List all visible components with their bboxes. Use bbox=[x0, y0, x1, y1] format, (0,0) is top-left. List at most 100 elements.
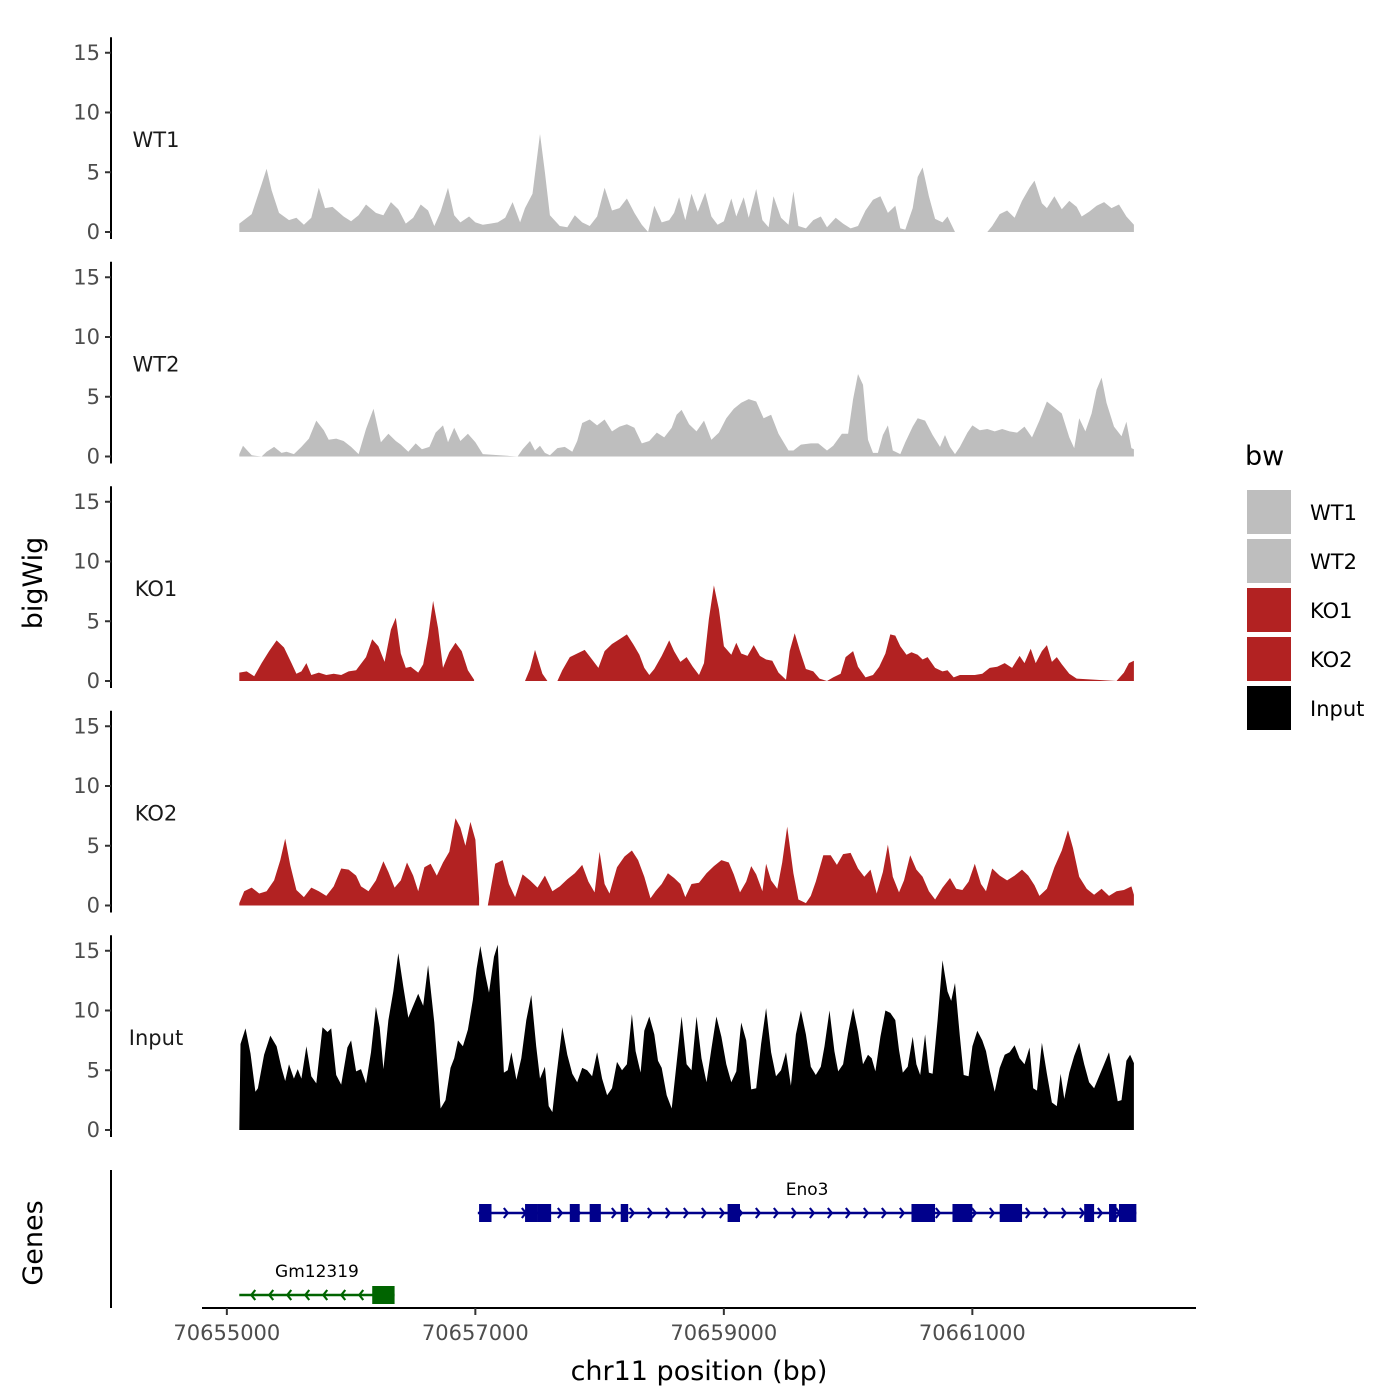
strand-arrow bbox=[898, 1207, 906, 1219]
strand-arrow bbox=[862, 1207, 870, 1219]
strand-arrow bbox=[646, 1207, 654, 1219]
gene-exon bbox=[372, 1286, 395, 1304]
bigwig-tracks: 0 5 10 15 WT1 0 5 10 15 WT2 0 5 10 15 KO1 0 5 10 15 KO2 0 5 10… bbox=[73, 37, 1134, 1142]
gene-exon bbox=[727, 1204, 741, 1222]
strand-arrow bbox=[556, 1207, 564, 1219]
track-label: WT1 bbox=[133, 128, 180, 152]
legend-label: WT1 bbox=[1310, 501, 1357, 525]
x-axis-title: chr11 position (bp) bbox=[571, 1356, 828, 1387]
legend-item-wt2: WT2 bbox=[1247, 539, 1357, 583]
strand-arrow bbox=[610, 1207, 618, 1219]
y-tick-label: 0 bbox=[87, 1118, 100, 1142]
coverage-area-wt1 bbox=[239, 134, 1134, 232]
y-tick-label: 5 bbox=[87, 834, 100, 858]
coverage-area-input bbox=[239, 944, 1134, 1130]
y-tick-label: 15 bbox=[73, 490, 100, 514]
gene-exon bbox=[537, 1204, 552, 1222]
gene-eno3: Eno3 bbox=[477, 1180, 1137, 1222]
gene-exon bbox=[525, 1204, 538, 1222]
strand-arrow bbox=[970, 1207, 978, 1219]
gene-exon bbox=[999, 1204, 1023, 1222]
gene-exon bbox=[620, 1204, 629, 1222]
y-tick-label: 10 bbox=[73, 101, 100, 125]
strand-arrow bbox=[249, 1289, 257, 1301]
strand-arrow bbox=[285, 1289, 293, 1301]
gene-exon bbox=[481, 1204, 492, 1222]
gene-exon bbox=[1118, 1204, 1137, 1222]
y-tick-label: 15 bbox=[73, 41, 100, 65]
legend-items: WT1 WT2 KO1 KO2 Input bbox=[1247, 490, 1364, 730]
gene-exon bbox=[589, 1204, 601, 1222]
y-tick-label: 5 bbox=[87, 160, 100, 184]
coverage-area-wt2 bbox=[239, 374, 1134, 457]
coverage-area-ko1 bbox=[239, 585, 1134, 681]
strand-arrow bbox=[934, 1207, 942, 1219]
strand-arrow bbox=[339, 1289, 347, 1301]
strand-arrow bbox=[790, 1207, 798, 1219]
strand-arrow bbox=[1042, 1207, 1050, 1219]
legend-item-wt1: WT1 bbox=[1247, 490, 1357, 534]
x-tick-label: 70659000 bbox=[670, 1321, 777, 1345]
y-tick-label: 10 bbox=[73, 550, 100, 574]
legend-swatch bbox=[1247, 539, 1291, 583]
track-label: KO2 bbox=[135, 802, 178, 826]
strand-arrow bbox=[1096, 1207, 1104, 1219]
legend-item-ko1: KO1 bbox=[1247, 588, 1353, 632]
gene-label: Eno3 bbox=[786, 1180, 829, 1200]
legend-title: bw bbox=[1245, 441, 1284, 472]
y-tick-label: 0 bbox=[87, 894, 100, 918]
gene-label: Gm12319 bbox=[275, 1262, 359, 1282]
strand-arrow bbox=[664, 1207, 672, 1219]
strand-arrow bbox=[682, 1207, 690, 1219]
y-tick-label: 0 bbox=[87, 220, 100, 244]
y-tick-label: 10 bbox=[73, 774, 100, 798]
gene-exon bbox=[911, 1204, 936, 1222]
y-tick-label: 5 bbox=[87, 385, 100, 409]
track-label: KO1 bbox=[135, 577, 178, 601]
strand-arrow bbox=[357, 1289, 365, 1301]
gene-gm12319: Gm12319 bbox=[239, 1262, 395, 1304]
y-tick-label: 10 bbox=[73, 999, 100, 1023]
strand-arrow bbox=[880, 1207, 888, 1219]
x-axis-ticks: 70655000 70657000 70659000 70661000 bbox=[173, 1308, 1026, 1345]
track-wt1: 0 5 10 15 WT1 bbox=[73, 37, 1134, 244]
strand-arrow bbox=[700, 1207, 708, 1219]
strand-arrow bbox=[1060, 1207, 1068, 1219]
track-wt2: 0 5 10 15 WT2 bbox=[73, 261, 1134, 469]
gene-exon bbox=[569, 1204, 580, 1222]
track-input: 0 5 10 15 Input bbox=[73, 935, 1134, 1142]
y-tick-label: 0 bbox=[87, 445, 100, 469]
legend-item-ko2: KO2 bbox=[1247, 637, 1353, 681]
track-label: WT2 bbox=[133, 353, 180, 377]
strand-arrow bbox=[321, 1289, 329, 1301]
genes-axis-title: Genes bbox=[18, 1200, 49, 1285]
strand-arrow bbox=[844, 1207, 852, 1219]
legend-swatch bbox=[1247, 686, 1291, 730]
strand-arrow bbox=[1024, 1207, 1032, 1219]
strand-arrow bbox=[988, 1207, 996, 1219]
legend-swatch bbox=[1247, 588, 1291, 632]
genes-panel: Eno3 Gm12319 bbox=[110, 1170, 1137, 1308]
coverage-area-ko2 bbox=[239, 818, 1134, 906]
legend-label: WT2 bbox=[1310, 550, 1357, 574]
y-axis-title: bigWig bbox=[18, 537, 49, 630]
gene-exon bbox=[952, 1204, 973, 1222]
strand-arrow bbox=[267, 1289, 275, 1301]
x-axis: 70655000 70657000 70659000 70661000 bbox=[173, 1307, 1196, 1345]
legend-item-input: Input bbox=[1247, 686, 1364, 730]
x-tick-label: 70657000 bbox=[422, 1321, 529, 1345]
track-ko1: 0 5 10 15 KO1 bbox=[73, 486, 1134, 693]
strand-arrow bbox=[718, 1207, 726, 1219]
y-tick-label: 5 bbox=[87, 1058, 100, 1082]
y-tick-label: 15 bbox=[73, 939, 100, 963]
track-label: Input bbox=[129, 1026, 183, 1050]
y-tick-label: 15 bbox=[73, 714, 100, 738]
legend-label: KO1 bbox=[1310, 599, 1353, 623]
legend-swatch bbox=[1247, 490, 1291, 534]
gene-exon bbox=[1109, 1204, 1117, 1222]
strand-arrow bbox=[502, 1207, 510, 1219]
legend-swatch bbox=[1247, 637, 1291, 681]
strand-arrow bbox=[303, 1289, 311, 1301]
gene-items: Eno3 Gm12319 bbox=[239, 1180, 1137, 1304]
